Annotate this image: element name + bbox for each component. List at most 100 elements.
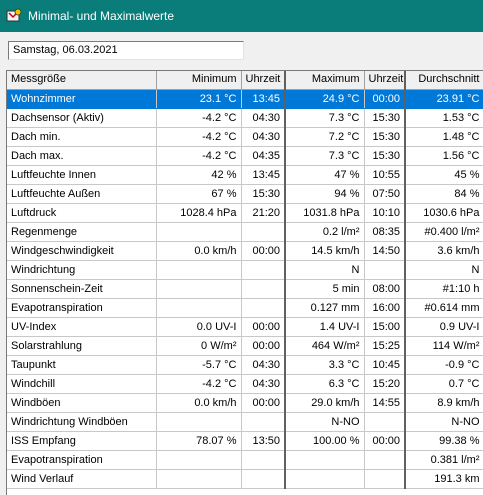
cell-minimum: -4.2 °C <box>156 127 242 147</box>
cell-minimum: 42 % <box>156 165 242 185</box>
cell-name: Windrichtung Windböen <box>7 412 157 432</box>
cell-average: 0.7 °C <box>405 374 483 394</box>
cell-min-time: 04:30 <box>241 355 286 375</box>
cell-name: Windböen <box>7 393 157 413</box>
cell-average: 8.9 km/h <box>405 393 483 413</box>
cell-maximum <box>285 469 365 489</box>
cell-min-time <box>241 450 286 470</box>
cell-minimum: 1028.4 hPa <box>156 203 242 223</box>
cell-maximum: 47 % <box>285 165 365 185</box>
cell-max-time: 00:00 <box>364 431 406 451</box>
table-row[interactable]: Luftfeuchte Innen 42 % 13:45 47 % 10:55 45 % <box>7 165 483 185</box>
cell-minimum <box>156 450 242 470</box>
table-row[interactable]: Windchill -4.2 °C 04:30 6.3 °C 15:20 0.7 °C <box>7 374 483 394</box>
table-row[interactable]: Dach min. -4.2 °C 04:30 7.2 °C 15:30 1.48 °C <box>7 127 483 147</box>
table-row[interactable]: Regenmenge 0.2 l/m² 08:35 #0.400 l/m² <box>7 222 483 242</box>
cell-min-time: 04:35 <box>241 146 286 166</box>
cell-max-time: 16:00 <box>364 298 406 318</box>
table-row[interactable]: ISS Empfang 78.07 % 13:50 100.00 % 00:00 99.3… <box>7 431 483 451</box>
values-grid[interactable]: Messgröße Minimum Uhrzeit Maximum Uhrzei… <box>6 70 483 495</box>
window-title: Minimal- und Maximalwerte <box>28 9 175 23</box>
cell-min-time: 00:00 <box>241 393 286 413</box>
table-row[interactable]: Solarstrahlung 0 W/m² 00:00 464 W/m² 15:25 11… <box>7 336 483 356</box>
cell-name: Windrichtung <box>7 260 157 280</box>
cell-average: 99.38 % <box>405 431 483 451</box>
table-row[interactable]: Windgeschwindigkeit 0.0 km/h 00:00 14.5 km/… <box>7 241 483 261</box>
cell-name: Dach min. <box>7 127 157 147</box>
values-table: Messgröße Minimum Uhrzeit Maximum Uhrzei… <box>7 71 483 489</box>
table-row[interactable]: Windrichtung Windböen N-NO N-NO <box>7 412 483 432</box>
cell-min-time: 04:30 <box>241 108 286 128</box>
cell-name: Dach max. <box>7 146 157 166</box>
cell-average: 1.48 °C <box>405 127 483 147</box>
cell-min-time: 04:30 <box>241 127 286 147</box>
cell-maximum: 100.00 % <box>285 431 365 451</box>
date-field[interactable]: Samstag, 06.03.2021 <box>8 41 244 60</box>
column-header-maximum[interactable]: Maximum <box>285 71 365 90</box>
cell-max-time: 00:00 <box>364 89 406 109</box>
table-row[interactable]: Wohnzimmer 23.1 °C 13:45 24.9 °C 00:00 23.91 … <box>7 89 483 109</box>
table-row[interactable]: Luftfeuchte Außen 67 % 15:30 94 % 07:50 84 % <box>7 184 483 204</box>
cell-name: UV-Index <box>7 317 157 337</box>
table-row[interactable]: Sonnenschein-Zeit 5 min 08:00 #1:10 h <box>7 279 483 299</box>
cell-max-time: 10:45 <box>364 355 406 375</box>
cell-max-time: 08:00 <box>364 279 406 299</box>
cell-minimum <box>156 260 242 280</box>
cell-name: Wohnzimmer <box>7 89 157 109</box>
cell-maximum: 94 % <box>285 184 365 204</box>
cell-minimum: -4.2 °C <box>156 108 242 128</box>
cell-max-time: 15:30 <box>364 127 406 147</box>
cell-maximum: 14.5 km/h <box>285 241 365 261</box>
column-header-name[interactable]: Messgröße <box>7 71 157 90</box>
cell-min-time <box>241 298 286 318</box>
cell-average: N <box>405 260 483 280</box>
cell-minimum <box>156 412 242 432</box>
column-header-max-time[interactable]: Uhrzeit <box>364 71 406 90</box>
cell-maximum: 464 W/m² <box>285 336 365 356</box>
cell-average: 45 % <box>405 165 483 185</box>
cell-minimum: 23.1 °C <box>156 89 242 109</box>
cell-average: #0.614 mm <box>405 298 483 318</box>
cell-name: Sonnenschein-Zeit <box>7 279 157 299</box>
cell-max-time <box>364 450 406 470</box>
cell-average: 1.53 °C <box>405 108 483 128</box>
cell-minimum: 0.0 km/h <box>156 393 242 413</box>
cell-average: #0.400 l/m² <box>405 222 483 242</box>
table-row[interactable]: Evapotranspiration 0.127 mm 16:00 #0.614 mm <box>7 298 483 318</box>
cell-name: Regenmenge <box>7 222 157 242</box>
column-header-min-time[interactable]: Uhrzeit <box>241 71 286 90</box>
column-header-average[interactable]: Durchschnitt <box>405 71 483 90</box>
cell-min-time: 13:50 <box>241 431 286 451</box>
cell-name: Windgeschwindigkeit <box>7 241 157 261</box>
table-row[interactable]: Windböen 0.0 km/h 00:00 29.0 km/h 14:55 8.9 k… <box>7 393 483 413</box>
title-bar: Minimal- und Maximalwerte <box>0 0 483 32</box>
cell-average: -0.9 °C <box>405 355 483 375</box>
table-row[interactable]: Dach max. -4.2 °C 04:35 7.3 °C 15:30 1.56 °C <box>7 146 483 166</box>
cell-max-time: 14:55 <box>364 393 406 413</box>
cell-average: #1:10 h <box>405 279 483 299</box>
cell-min-time: 15:30 <box>241 184 286 204</box>
cell-min-time: 21:20 <box>241 203 286 223</box>
cell-minimum: 0 W/m² <box>156 336 242 356</box>
table-row[interactable]: Taupunkt -5.7 °C 04:30 3.3 °C 10:45 -0.9 °C <box>7 355 483 375</box>
cell-name: Dachsensor (Aktiv) <box>7 108 157 128</box>
table-row[interactable]: Evapotranspiration 0.381 l/m² <box>7 450 483 470</box>
table-row[interactable]: Wind Verlauf 191.3 km <box>7 469 483 489</box>
table-row[interactable]: Windrichtung N N <box>7 260 483 280</box>
cell-maximum: 7.2 °C <box>285 127 365 147</box>
cell-maximum: 5 min <box>285 279 365 299</box>
cell-name: Solarstrahlung <box>7 336 157 356</box>
cell-maximum: 1.4 UV-I <box>285 317 365 337</box>
cell-average: 0.381 l/m² <box>405 450 483 470</box>
cell-min-time <box>241 469 286 489</box>
cell-average: 84 % <box>405 184 483 204</box>
cell-minimum: -4.2 °C <box>156 374 242 394</box>
cell-max-time: 15:00 <box>364 317 406 337</box>
cell-maximum: 1031.8 hPa <box>285 203 365 223</box>
table-row[interactable]: Luftdruck 1028.4 hPa 21:20 1031.8 hPa 10:10 1… <box>7 203 483 223</box>
cell-average: 0.9 UV-I <box>405 317 483 337</box>
table-row[interactable]: UV-Index 0.0 UV-I 00:00 1.4 UV-I 15:00 0.9 UV… <box>7 317 483 337</box>
column-header-minimum[interactable]: Minimum <box>156 71 242 90</box>
cell-name: Evapotranspiration <box>7 298 157 318</box>
table-row[interactable]: Dachsensor (Aktiv) -4.2 °C 04:30 7.3 °C 15:3… <box>7 108 483 128</box>
